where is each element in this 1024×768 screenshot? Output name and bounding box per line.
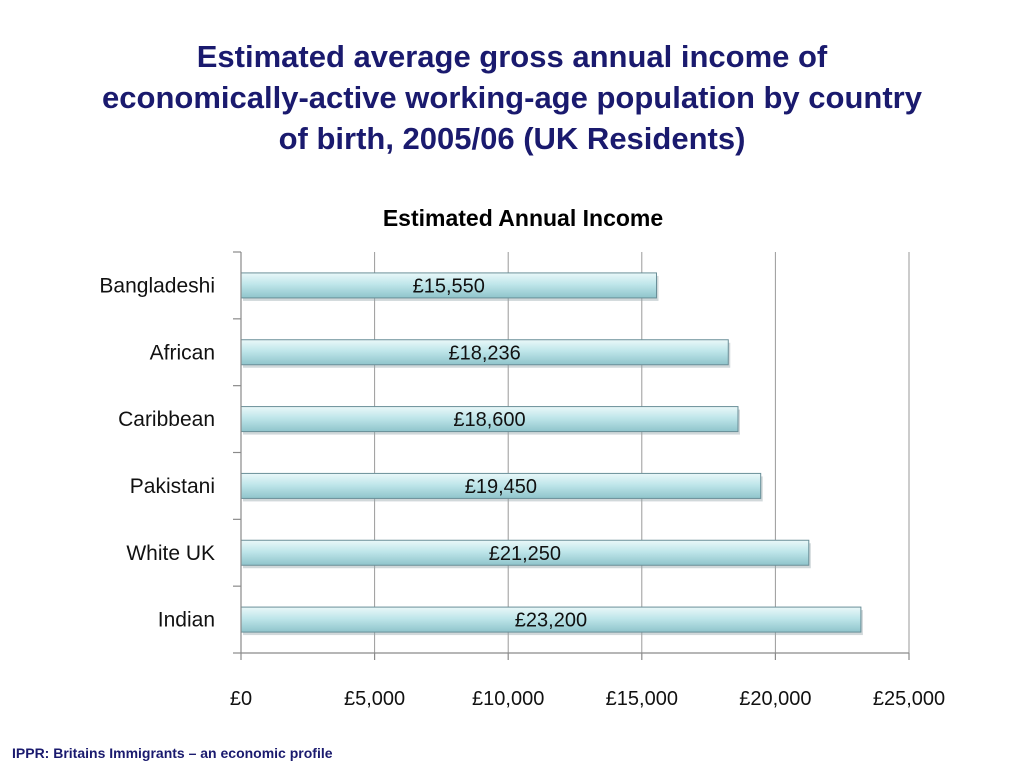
x-tick-label: £0 (230, 688, 252, 710)
axes (233, 251, 910, 660)
category-label: Pakistani (130, 475, 215, 498)
bars (240, 272, 863, 636)
x-tick-label: £10,000 (472, 688, 544, 710)
bar (240, 472, 762, 499)
slide-title: Estimated average gross annual income of… (40, 36, 984, 159)
category-label: Indian (158, 609, 215, 632)
x-tick-label: £20,000 (739, 688, 811, 710)
category-label: White UK (126, 542, 215, 565)
slide-title-line-1: Estimated average gross annual income of (196, 39, 828, 74)
data-label: £15,550 (413, 275, 485, 297)
income-bar-chart: Estimated Annual Income £0 £5,000 £10,000 £… (99, 205, 945, 710)
source-footer: IPPR: Britains Immigrants – an economic … (12, 745, 333, 761)
category-label: Bangladeshi (99, 274, 215, 297)
category-label: Caribbean (118, 408, 215, 431)
data-label: £18,600 (453, 409, 525, 431)
bar (240, 339, 729, 366)
data-label: £23,200 (515, 610, 587, 632)
gridlines (374, 252, 910, 653)
slide-title-line-2: economically-active working-age populati… (102, 80, 922, 115)
bar (240, 606, 862, 633)
data-label: £21,250 (489, 543, 561, 565)
chart-title: Estimated Annual Income (383, 205, 663, 231)
data-label: £19,450 (465, 476, 537, 498)
x-tick-label: £15,000 (606, 688, 678, 710)
slide-title-line-3: of birth, 2005/06 (UK Residents) (278, 121, 746, 156)
data-label: £18,236 (448, 342, 520, 364)
x-tick-label: £25,000 (873, 688, 945, 710)
category-label: African (150, 341, 215, 364)
x-tick-label: £5,000 (344, 688, 405, 710)
labels: £0 £5,000 £10,000 £15,000 £20,000 £25,000 Bang… (99, 274, 945, 710)
